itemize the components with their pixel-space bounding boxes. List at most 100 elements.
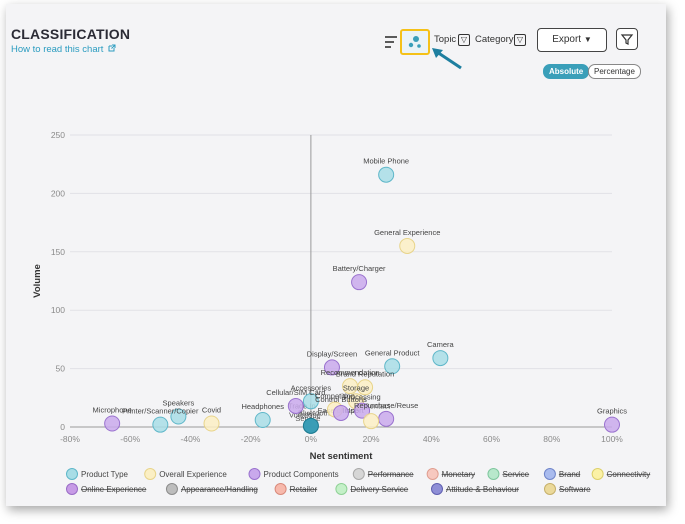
point-marker: [357, 379, 374, 396]
data-point[interactable]: Control Buttons: [315, 395, 367, 421]
legend-swatch: [487, 468, 500, 480]
data-point[interactable]: Microphone: [93, 405, 132, 432]
data-point[interactable]: Speakers: [163, 398, 195, 425]
page-title: CLASSIFICATION: [11, 26, 131, 42]
data-point[interactable]: Display/Screen: [307, 349, 357, 376]
legend: Product Type Overall Experience Product Co…: [66, 468, 651, 495]
legend-item[interactable]: Online Experience: [66, 483, 147, 495]
x-tick-label: 40%: [423, 434, 440, 444]
point-marker: [170, 408, 187, 425]
x-tick-label: 0%: [305, 434, 318, 444]
point-marker: [378, 410, 395, 427]
point-marker: [104, 415, 121, 432]
data-point[interactable]: Headphones: [241, 402, 284, 428]
point-label: Brand Reputation: [336, 369, 394, 378]
legend-item[interactable]: Overall Experience: [144, 468, 228, 480]
legend-item[interactable]: Software: [544, 483, 592, 495]
x-tick-label: 80%: [543, 434, 560, 444]
point-label: Mobile Phone: [363, 157, 409, 166]
data-point[interactable]: Accessories: [291, 383, 332, 410]
data-point[interactable]: Camera: [427, 340, 455, 367]
legend-item[interactable]: Delivery Service: [335, 483, 409, 495]
legend-swatch: [248, 468, 261, 480]
point-marker: [604, 416, 620, 433]
data-point[interactable]: Mobile Phone: [363, 157, 409, 183]
topic-filter-icon[interactable]: ▽: [458, 34, 470, 46]
data-point[interactable]: Brand Reputation: [336, 369, 394, 396]
legend-label: Delivery Service: [350, 485, 408, 494]
x-axis-label: Net sentiment: [310, 451, 374, 462]
data-point[interactable]: Graphics: [597, 407, 627, 433]
point-label: Control Buttons: [315, 395, 367, 404]
category-filter-icon[interactable]: ▽: [514, 34, 526, 46]
absolute-toggle[interactable]: Absolute: [543, 64, 590, 79]
legend-swatch: [274, 483, 287, 495]
legend-label: Brand: [559, 470, 580, 479]
x-tick-label: -40%: [181, 434, 201, 444]
point-marker: [399, 237, 416, 254]
y-tick-label: 200: [51, 188, 65, 198]
y-tick-label: 50: [56, 364, 66, 374]
grid-lines: [70, 134, 612, 428]
data-point[interactable]: [363, 413, 380, 430]
how-to-read-link[interactable]: How to read this chart: [11, 44, 116, 55]
x-tick-label: -80%: [60, 434, 80, 444]
data-point[interactable]: General Experience: [374, 228, 440, 254]
point-label: Speakers: [163, 398, 195, 407]
legend-item[interactable]: Connectivity: [591, 468, 651, 480]
legend-item[interactable]: Attitude & Behaviour: [431, 483, 520, 495]
point-marker: [378, 166, 395, 183]
legend-label: Service: [502, 470, 529, 479]
point-label: General Product: [365, 348, 421, 357]
data-point[interactable]: Covid: [202, 405, 221, 432]
point-label: Graphics: [597, 407, 627, 416]
category-filter-label[interactable]: Category: [475, 34, 514, 45]
legend-item[interactable]: Service: [487, 468, 530, 480]
legend-label: Connectivity: [607, 470, 651, 479]
legend-label: Overall Experience: [159, 470, 227, 479]
legend-item[interactable]: Retailer: [274, 483, 318, 495]
point-label: Display/Screen: [307, 349, 357, 358]
point-label: Headphones: [241, 402, 284, 411]
percentage-toggle[interactable]: Percentage: [588, 64, 641, 79]
data-point[interactable]: Cellular/SIM Card: [266, 388, 325, 414]
point-marker: [254, 411, 271, 428]
point-label: Printer/Scanner/Copier: [122, 407, 199, 416]
legend-item[interactable]: Appearance/Handling: [165, 483, 258, 495]
scatter-view-button[interactable]: [400, 29, 430, 55]
legend-item[interactable]: Brand: [543, 468, 580, 480]
export-button[interactable]: Export ▼: [537, 28, 607, 52]
point-marker: [152, 416, 169, 433]
list-view-icon[interactable]: [384, 35, 398, 49]
point-label: General Experience: [374, 228, 440, 237]
data-point[interactable]: Printer/Scanner/Copier: [122, 407, 199, 433]
legend-label: Product Components: [264, 470, 339, 479]
legend-item[interactable]: Product Type: [66, 468, 129, 480]
legend-swatch: [544, 483, 556, 495]
x-tick-label: 20%: [363, 434, 380, 444]
data-points: Mobile Phone General Experience Battery/Ch…: [93, 157, 627, 434]
data-point[interactable]: Battery/Charger: [333, 264, 386, 291]
scatter-icon: [408, 36, 421, 48]
legend-swatch: [66, 483, 78, 495]
x-tick-label: 100%: [601, 434, 623, 444]
y-tick-label: 250: [51, 130, 65, 140]
point-label: Recommendation: [321, 368, 380, 377]
topic-filter-label[interactable]: Topic: [434, 34, 457, 45]
data-point[interactable]: General Product: [365, 348, 421, 375]
legend-label: Retailer: [290, 485, 318, 494]
axes: 0 50 100 150 200 250 -80% -60% -40% -20% 0% 20% 40% 6…: [32, 130, 623, 462]
filter-button[interactable]: [616, 28, 638, 50]
point-label: Storage: [343, 383, 369, 392]
x-tick-label: 60%: [483, 434, 500, 444]
legend-swatch: [335, 483, 348, 495]
point-label: Cellular/SIM Card: [266, 388, 325, 397]
legend-swatch: [352, 468, 365, 480]
legend-item[interactable]: Product Components: [248, 468, 339, 480]
point-marker: [323, 359, 340, 376]
legend-item[interactable]: Monetary: [426, 468, 475, 480]
legend-item[interactable]: Performance: [352, 468, 414, 480]
data-point[interactable]: Processing: [344, 393, 381, 419]
legend-label: Online Experience: [81, 485, 147, 494]
